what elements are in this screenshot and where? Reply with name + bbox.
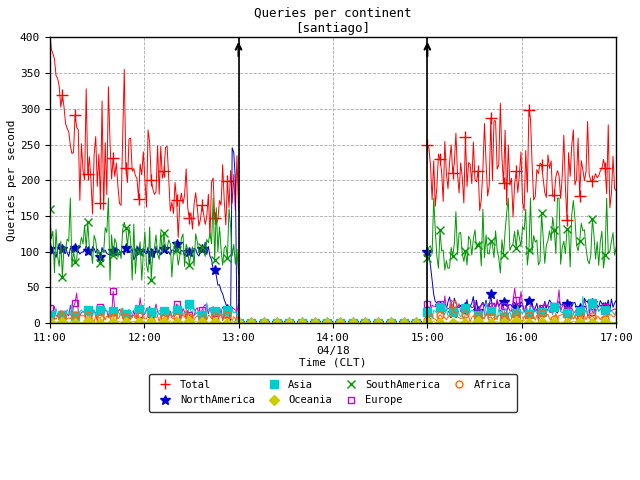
Legend: Total, NorthAmerica, Asia, Oceania, SouthAmerica, Europe, Africa: Total, NorthAmerica, Asia, Oceania, Sout… — [148, 374, 517, 412]
Title: Queries per continent
[santiago]: Queries per continent [santiago] — [254, 7, 412, 35]
X-axis label: 04/18
Time (CLT): 04/18 Time (CLT) — [299, 346, 367, 367]
Y-axis label: Queries per second: Queries per second — [7, 120, 17, 241]
